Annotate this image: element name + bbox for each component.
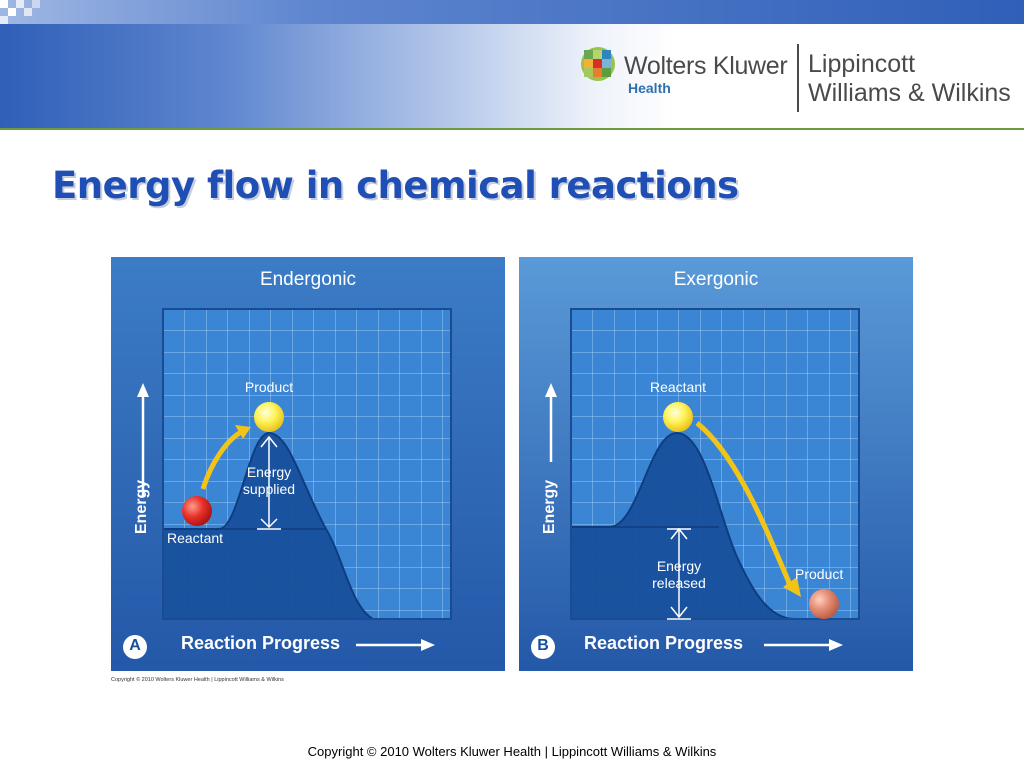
panel-heading: Exergonic — [673, 269, 759, 290]
logo-divider — [797, 44, 799, 112]
reactant-ball — [663, 402, 693, 432]
slide-header: Wolters Kluwer Health Lippincott William… — [0, 0, 1024, 130]
bottom-label: Product — [795, 566, 844, 582]
top-label: Product — [244, 379, 294, 395]
energy-curve — [571, 431, 859, 620]
x-axis-label: Reaction Progress — [584, 633, 744, 653]
panel-letter-badge — [123, 635, 147, 659]
panel-heading: Endergonic — [259, 269, 357, 290]
energy-label-line1: Energy — [656, 558, 702, 574]
figure-copyright: Copyright © 2010 Wolters Kluwer Health |… — [111, 677, 284, 683]
reaction-direction-arrow — [695, 421, 794, 589]
energy-label-line1: Energy — [246, 464, 292, 480]
panel-letter-badge — [531, 635, 555, 659]
energy-label-line2: supplied — [242, 481, 296, 497]
slide-title: Energy flow in chemical reactions — [52, 164, 739, 207]
slide-footer: Copyright © 2010 Wolters Kluwer Health |… — [307, 744, 717, 759]
wolters-kluwer-logo-icon — [581, 47, 615, 81]
energy-curve-fill — [571, 433, 859, 619]
publisher-name-line1: Lippincott — [808, 50, 916, 78]
bottom-label: Reactant — [167, 530, 224, 546]
x-axis-label: Reaction Progress — [181, 633, 341, 653]
reaction-direction-arrow — [200, 428, 245, 490]
energy-curve — [163, 431, 451, 620]
product-ball — [254, 402, 284, 432]
header-top-bar — [0, 0, 1024, 24]
panel-letter: A — [129, 637, 141, 654]
logo-company-name: Wolters Kluwer — [624, 52, 788, 80]
energy-label-line2: released — [652, 575, 706, 591]
exergonic-panel: Exergonic Reactant Energy released Produ… — [519, 257, 913, 671]
publisher-name-line2: Williams & Wilkins — [808, 79, 1011, 107]
y-axis-label: Energy — [133, 479, 150, 535]
logo-division: Health — [628, 80, 671, 96]
reactant-ball — [182, 496, 212, 526]
y-axis-label: Energy — [541, 479, 558, 535]
top-label: Reactant — [649, 379, 707, 395]
product-ball — [809, 589, 839, 619]
panel-letter: B — [537, 637, 549, 654]
endergonic-panel: Endergonic Product Energy supplied React… — [111, 257, 505, 671]
checker-decoration — [0, 0, 40, 24]
